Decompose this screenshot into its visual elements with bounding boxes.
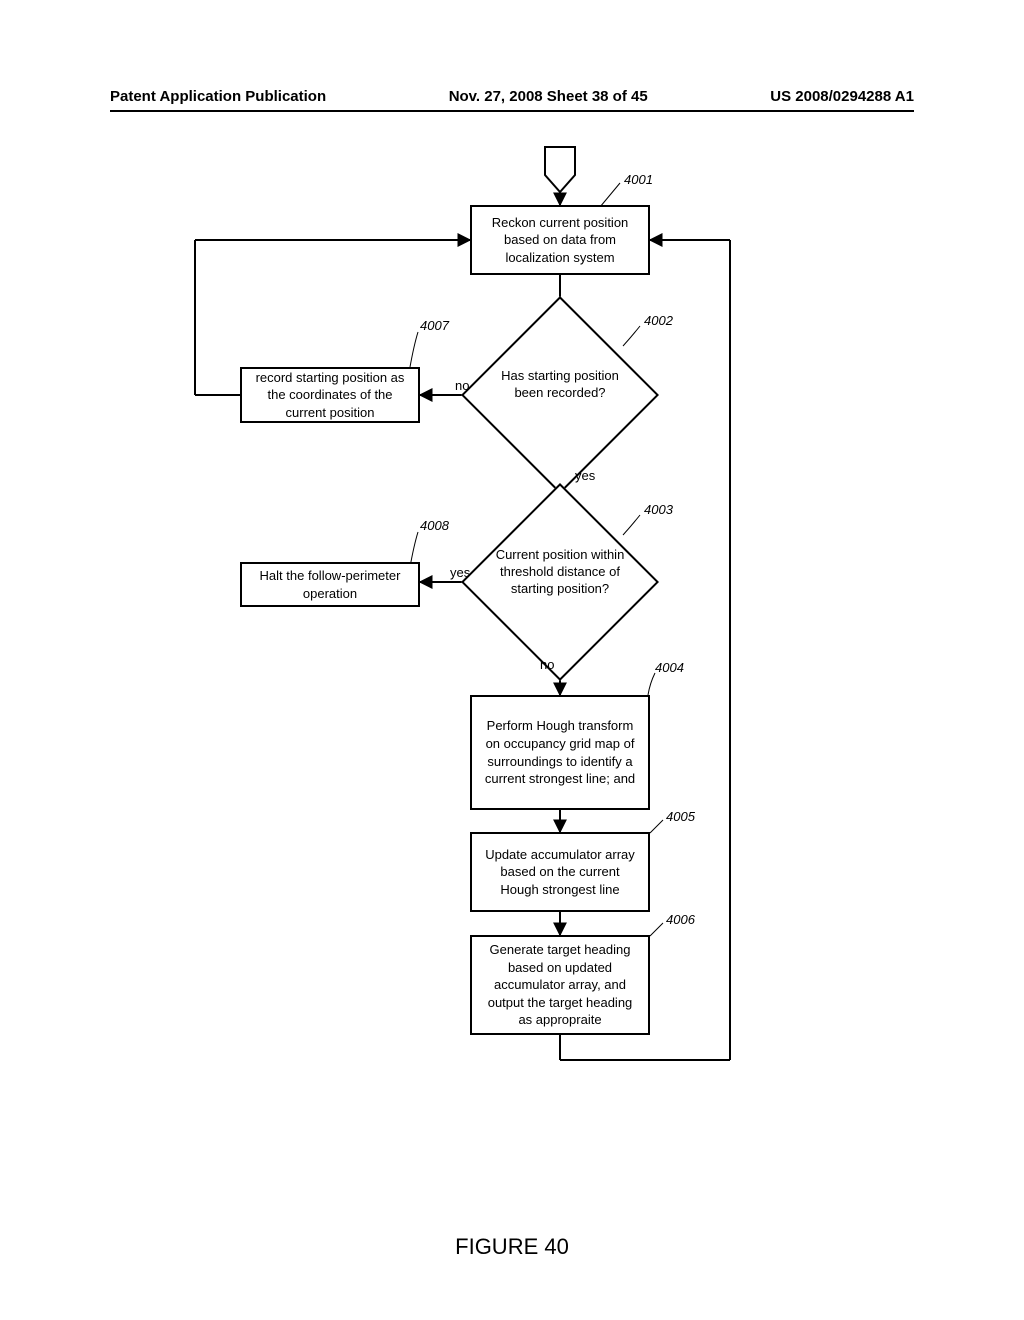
box-generate-heading: Generate target heading based on updated… [470, 935, 650, 1035]
header-center: Nov. 27, 2008 Sheet 38 of 45 [449, 88, 648, 105]
ref-4004: 4004 [655, 660, 684, 675]
ref-4008: 4008 [420, 518, 449, 533]
box-record-start: record starting position as the coordina… [240, 367, 420, 423]
ref-4002: 4002 [644, 313, 673, 328]
label-yes-4002: yes [575, 468, 595, 483]
header-right: US 2008/0294288 A1 [770, 88, 914, 105]
ref-4001: 4001 [624, 172, 653, 187]
diamond-within-threshold [461, 483, 659, 681]
header-left: Patent Application Publication [110, 88, 326, 105]
ref-4005: 4005 [666, 809, 695, 824]
ref-4006: 4006 [666, 912, 695, 927]
box-halt-operation: Halt the follow-perimeter operation [240, 562, 420, 607]
page-header: Patent Application Publication Nov. 27, … [0, 88, 1024, 105]
flowchart-connectors [0, 0, 1024, 1320]
header-rule [110, 110, 914, 112]
label-yes-4003: yes [450, 565, 470, 580]
diamond-start-recorded [461, 296, 659, 494]
ref-4007: 4007 [420, 318, 449, 333]
box-hough-transform: Perform Hough transform on occupancy gri… [470, 695, 650, 810]
box-reckon-position: Reckon current position based on data fr… [470, 205, 650, 275]
box-update-accumulator: Update accumulator array based on the cu… [470, 832, 650, 912]
label-no-4002: no [455, 378, 469, 393]
label-no-4003: no [540, 657, 554, 672]
ref-4003: 4003 [644, 502, 673, 517]
figure-caption: FIGURE 40 [0, 1234, 1024, 1260]
